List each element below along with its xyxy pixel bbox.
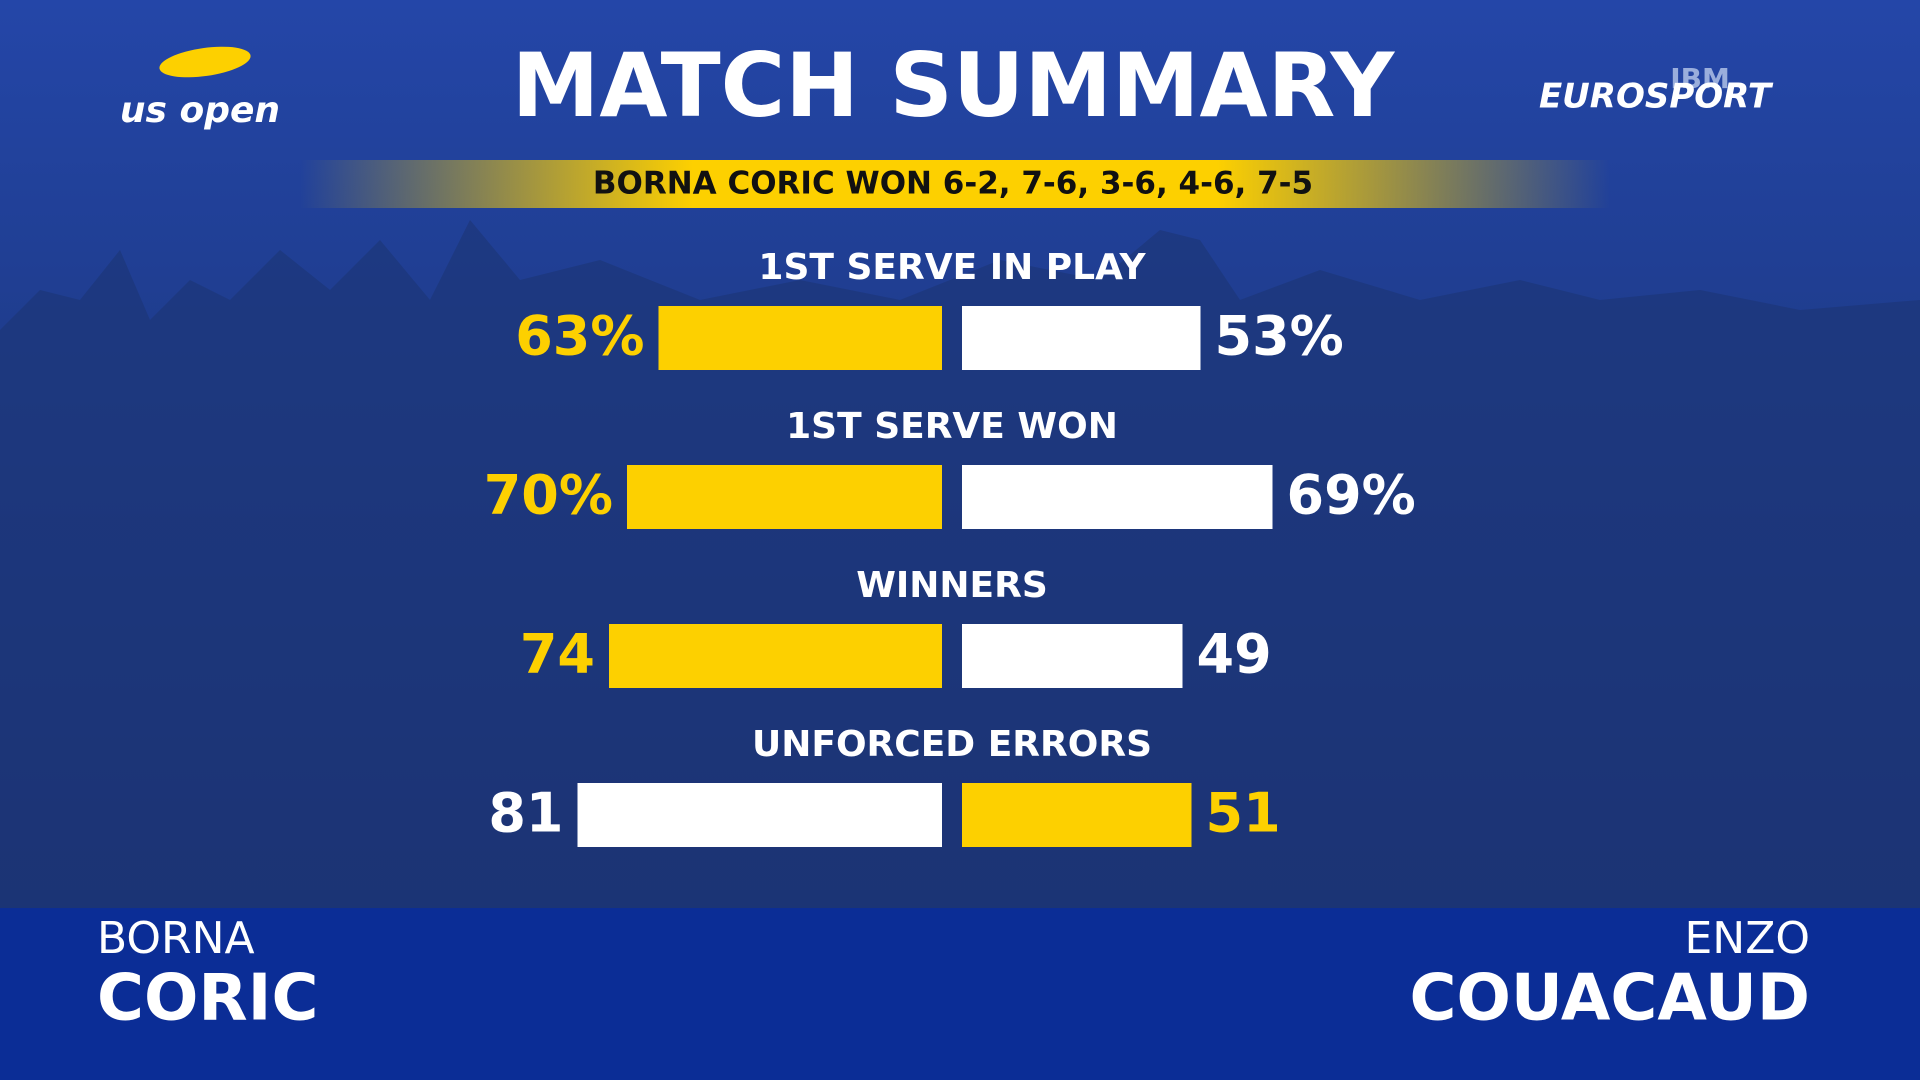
skyline <box>0 220 1920 908</box>
player-first: BORNA <box>97 913 255 964</box>
stat-bar <box>962 783 1192 847</box>
broadcaster: EUROSPORT <box>1539 77 1774 117</box>
stat-bar <box>577 783 942 847</box>
sponsor: IBM <box>1670 62 1730 95</box>
stat-bar <box>962 306 1201 370</box>
stat-bar <box>658 306 942 370</box>
player-last: COUACAUD <box>1409 962 1810 1036</box>
stat-bar <box>627 465 942 529</box>
stat-value: 51 <box>1206 782 1281 845</box>
stat-bar <box>962 465 1273 529</box>
stat-value: 74 <box>520 623 595 686</box>
player-last: CORIC <box>97 962 318 1036</box>
stat-value: 63% <box>515 305 644 368</box>
stat-value: 70% <box>484 464 613 527</box>
result: BORNA CORIC WON 6-2, 7-6, 3-6, 4-6, 7-5 <box>593 166 1313 202</box>
stat-bar <box>962 624 1183 688</box>
title: MATCH SUMMARY <box>512 34 1396 137</box>
stat-value: 69% <box>1287 464 1416 527</box>
brand-logo: us open <box>120 90 280 131</box>
player-first: ENZO <box>1685 913 1811 964</box>
stat-value: 49 <box>1197 623 1272 686</box>
stat-label: WINNERS <box>856 565 1048 606</box>
footer <box>0 908 1920 1080</box>
stat-label: 1ST SERVE WON <box>786 406 1118 447</box>
stat-value: 53% <box>1215 305 1344 368</box>
stat-value: 81 <box>488 782 563 845</box>
logo-swoosh <box>159 46 251 78</box>
result-band <box>300 160 1610 208</box>
stat-label: UNFORCED ERRORS <box>752 724 1152 765</box>
stat-label: 1ST SERVE IN PLAY <box>758 247 1146 288</box>
stat-bar <box>609 624 942 688</box>
